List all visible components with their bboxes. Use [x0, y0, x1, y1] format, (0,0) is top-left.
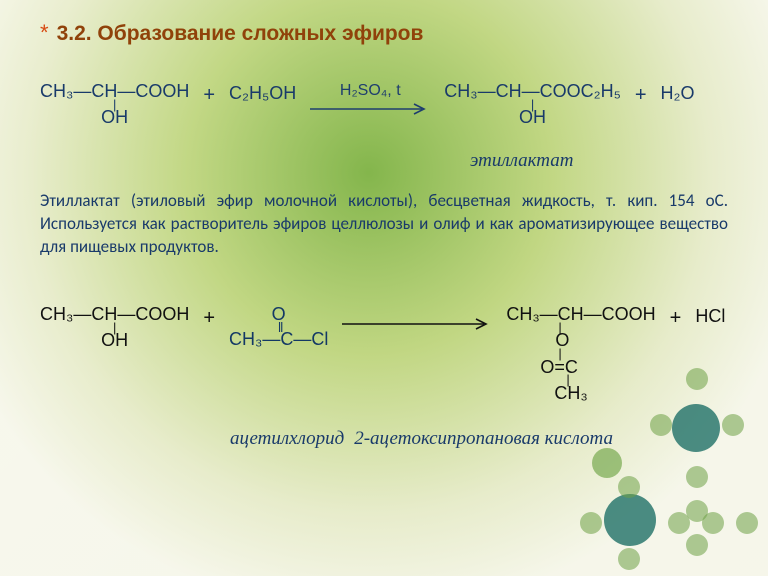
product-label: 2-ацетоксипропановая кислота [354, 428, 613, 450]
rxn2-reagent1-oh: OH [101, 331, 128, 351]
rxn2-reagent1: CH₃—CH—COOH | OH [40, 305, 189, 351]
rxn2-product-CH3: CH₃ [506, 384, 587, 404]
section-title-row: * 3.2. Образование сложных эфиров [40, 20, 728, 46]
rxn2-arrow [328, 317, 506, 331]
rxn1-arrow-label: H₂SO₄, t [340, 82, 401, 100]
rxn2-byproduct: HCl [695, 307, 725, 327]
rxn2-product: CH₃—CH—COOH | O | O=C | CH₃ [506, 305, 655, 404]
ethyllactate-label: этиллактат [470, 150, 728, 172]
reaction-2: CH₃—CH—COOH | OH + O ‖ CH₃—C—Cl CH₃—CH—C… [40, 305, 728, 404]
title-asterisk: * [40, 20, 49, 46]
rxn2-plus1: + [189, 307, 229, 329]
rxn1-reagent2: C₂H₅OH [229, 84, 296, 104]
acetylchloride-label: ацетилхлорид [230, 428, 344, 450]
rxn1-product: CH₃—CH—COOC₂H₅ | OH [444, 82, 621, 128]
rxn2-acylcl-main: CH₃—C—Cl [229, 330, 328, 350]
rxn2-labels: ацетилхлорид 2-ацетоксипропановая кислот… [40, 428, 728, 450]
rxn1-arrow: H₂SO₄, t [296, 82, 444, 116]
rxn1-product-oh: OH [519, 108, 546, 128]
description-paragraph: Этиллактат (этиловый эфир молочной кисло… [40, 190, 728, 259]
rxn1-byproduct: H₂O [661, 84, 695, 104]
section-title: 3.2. Образование сложных эфиров [57, 22, 424, 46]
arrow-icon [342, 317, 492, 331]
rxn1-reagent1-oh: OH [101, 108, 128, 128]
rxn1-plus1: + [189, 84, 229, 106]
rxn2-plus2: + [656, 307, 696, 329]
rxn1-reagent1: CH₃—CH—COOH | OH [40, 82, 189, 128]
rxn2-product-top: CH₃—CH—COOH [506, 305, 655, 325]
reaction-1: CH₃—CH—COOH | OH + C₂H₅OH H₂SO₄, t CH₃—C… [40, 82, 728, 128]
rxn1-plus2: + [621, 84, 661, 106]
arrow-icon [310, 102, 430, 116]
rxn2-acetylchloride: O ‖ CH₃—C—Cl [229, 305, 328, 350]
